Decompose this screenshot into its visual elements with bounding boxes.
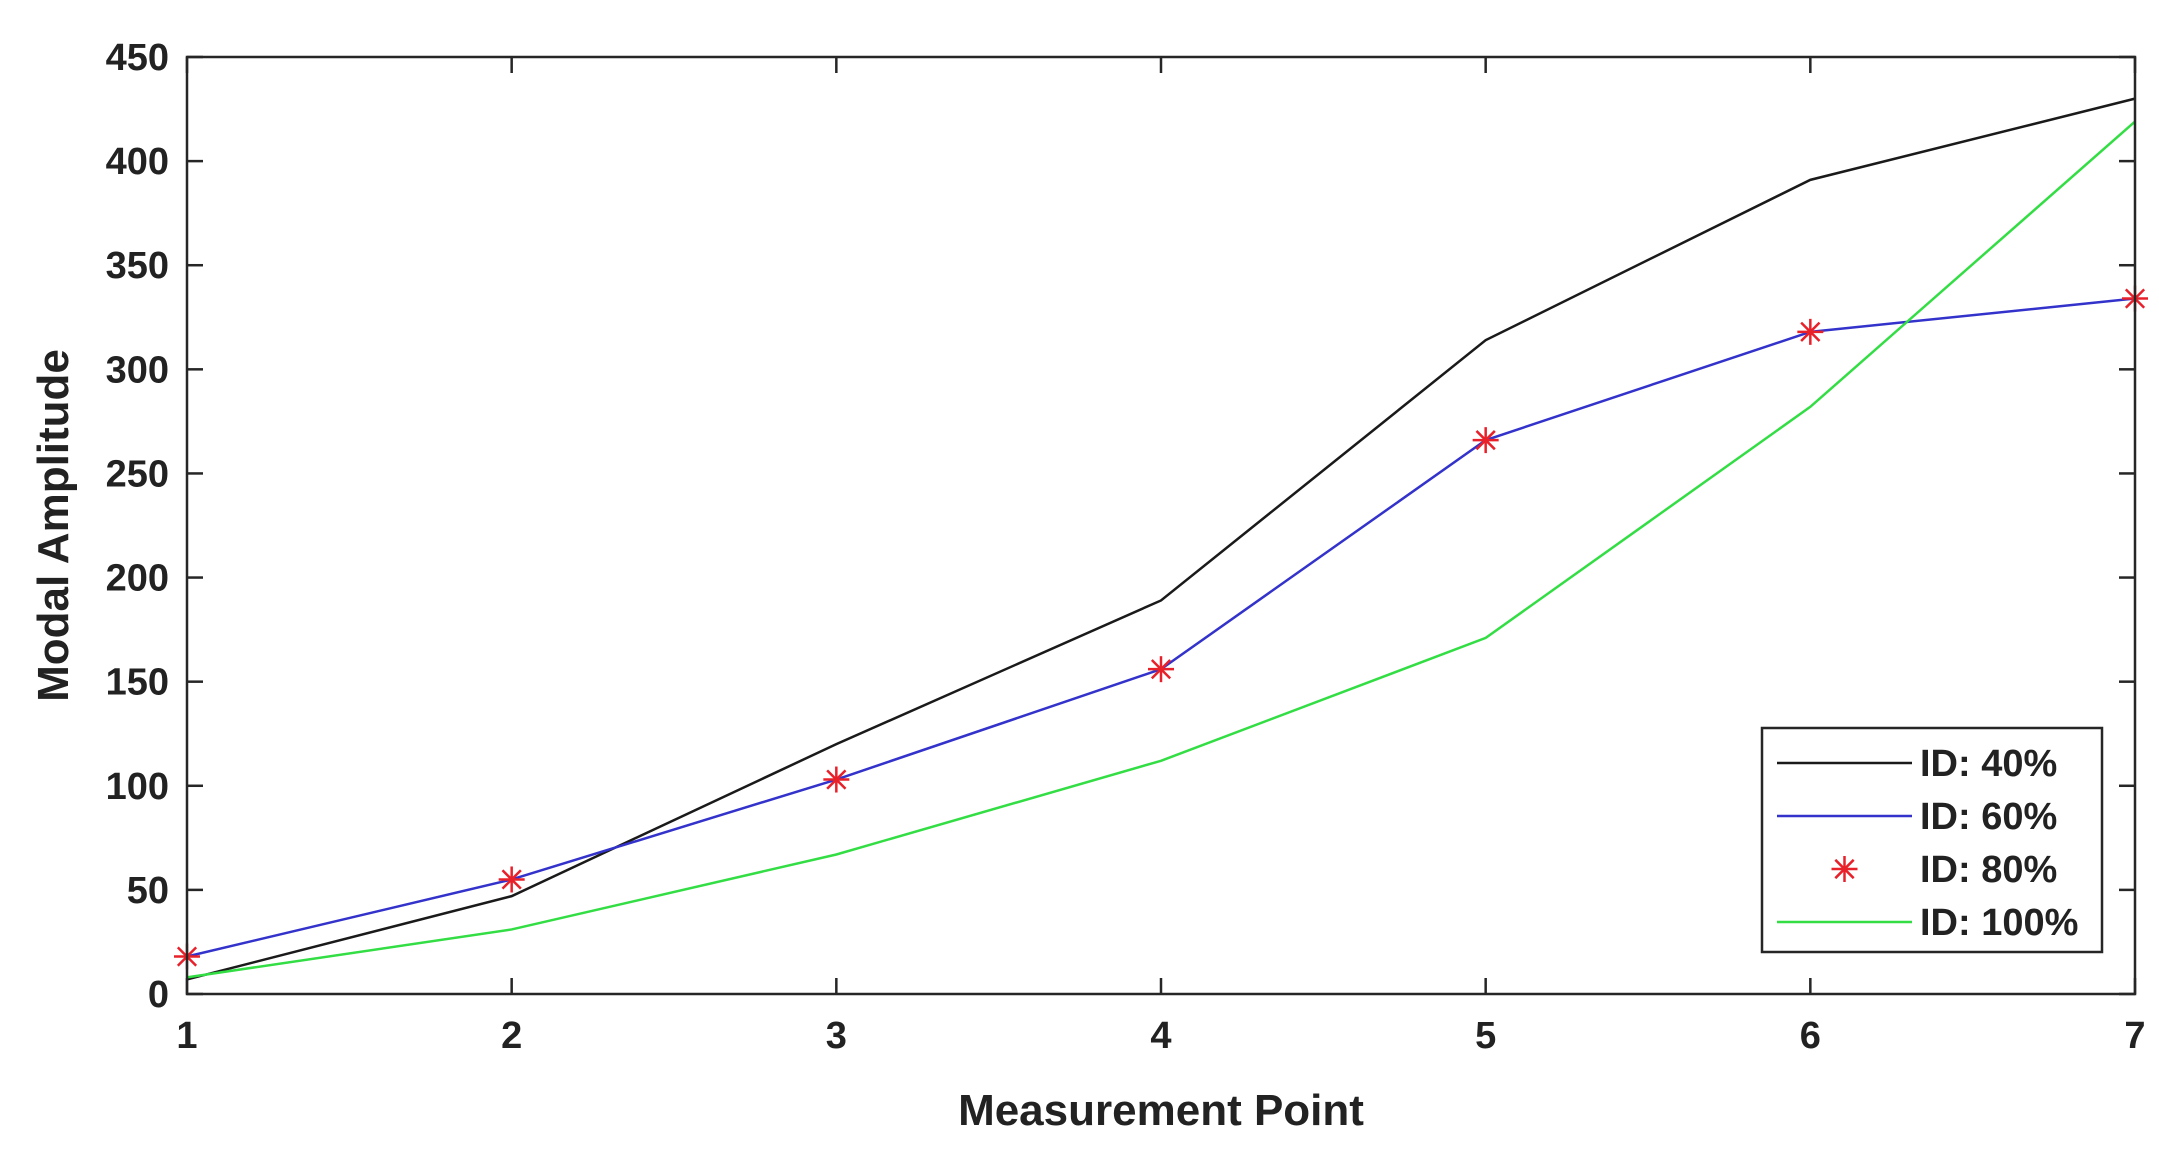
series-3-marker-2 xyxy=(498,866,525,893)
series-3-marker-5 xyxy=(1472,427,1499,454)
y-tick-label-100: 100 xyxy=(106,766,169,808)
legend-box xyxy=(1760,726,2104,954)
series-line-1 xyxy=(186,97,2136,981)
y-tick-label-400: 400 xyxy=(106,141,169,183)
y-tick-label-200: 200 xyxy=(106,558,169,600)
x-tick-label-1: 1 xyxy=(176,1015,197,1057)
series-layer xyxy=(174,97,2148,981)
legend-swatch-3 xyxy=(1831,856,1858,882)
legend-label-2: ID: 60% xyxy=(1920,796,2057,838)
y-tick-label-250: 250 xyxy=(106,453,169,495)
y-tick-label-300: 300 xyxy=(106,349,169,391)
legend-label-4: ID: 100% xyxy=(1920,902,2078,944)
axes-layer: 1 2 3 4 5 6 7 0 50 100 150 200 250 300 350 400 450 xyxy=(106,37,2146,1057)
series-3-marker-3 xyxy=(823,766,850,793)
y-axis-title: Modal Amplitude xyxy=(29,349,78,702)
x-tick-label-2: 2 xyxy=(501,1015,522,1057)
y-tick-label-450: 450 xyxy=(106,37,169,79)
x-tick-label-3: 3 xyxy=(826,1015,847,1057)
y-tick-label-350: 350 xyxy=(106,245,169,287)
legend: ID: 40% ID: 60% ID: 80% ID: 100% xyxy=(1760,726,2104,954)
y-tick-label-50: 50 xyxy=(127,870,169,912)
series-3-marker-6 xyxy=(1797,318,1824,345)
x-tick-label-7: 7 xyxy=(2124,1015,2145,1057)
x-tick-label-6: 6 xyxy=(1800,1015,1821,1057)
series-line-4 xyxy=(186,120,2136,979)
series-3-marker-4 xyxy=(1148,656,1174,683)
x-tick-label-4: 4 xyxy=(1150,1015,1171,1057)
x-tick-label-5: 5 xyxy=(1475,1015,1496,1057)
y-tick-label-150: 150 xyxy=(106,662,169,704)
legend-label-3: ID: 80% xyxy=(1920,849,2057,891)
x-axis-title: Measurement Point xyxy=(958,1086,1364,1135)
y-tick-label-0: 0 xyxy=(148,974,169,1016)
legend-label-1: ID: 40% xyxy=(1920,743,2057,785)
